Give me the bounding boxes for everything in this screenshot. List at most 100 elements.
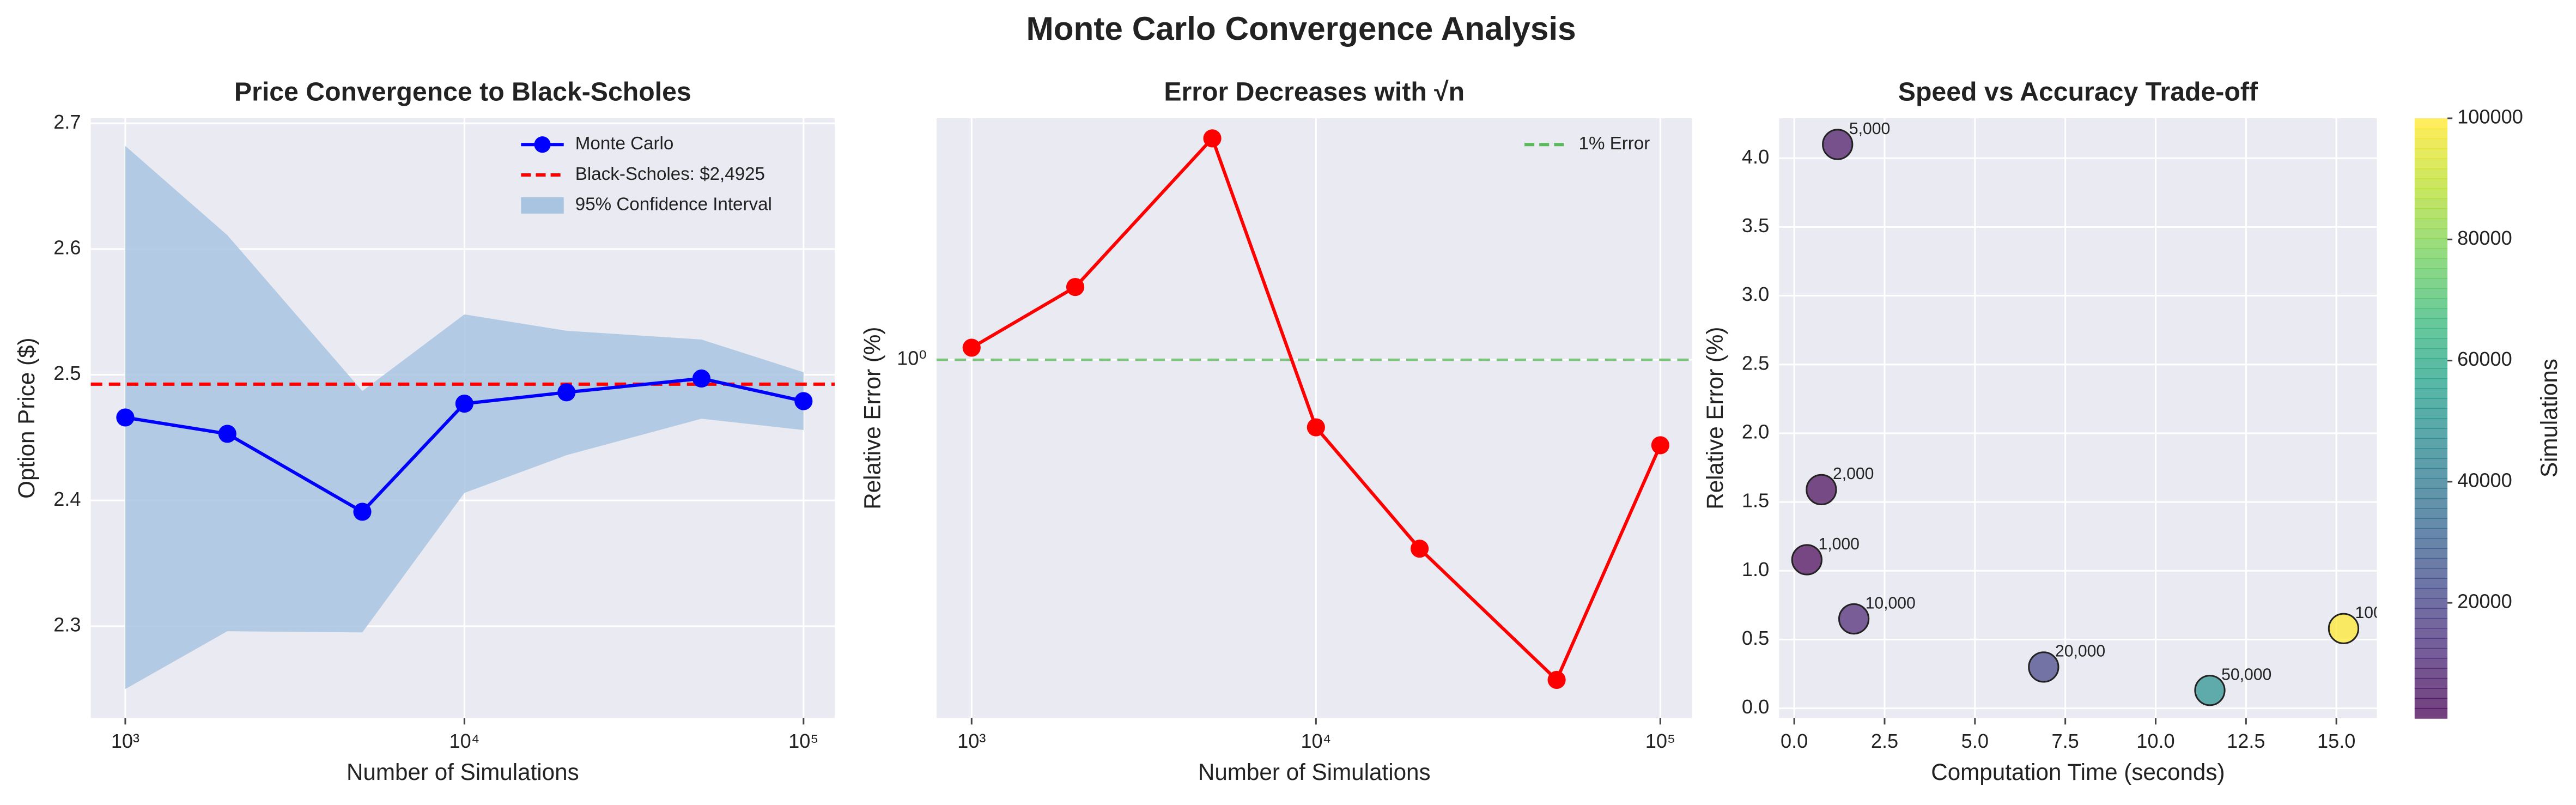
colorbar-step [2414,278,2448,289]
x-tick-label: 12.5 [2227,730,2265,752]
plot: 1,000 2,000 5,000 10,000 20,000 50,000 100,000 [1779,118,2415,718]
point [1307,418,1325,437]
x-tick-label: 0.0 [1781,730,1808,752]
y-tick-label: 1.0 [1742,558,1769,580]
colorbar-step [2414,647,2448,659]
plot [936,118,1692,718]
colorbar-step [2414,528,2448,539]
x-tick-label: 7.5 [2052,730,2079,752]
colorbar-step [2414,248,2448,259]
colorbar-step [2414,348,2448,359]
colorbar-step [2414,488,2448,499]
y-tick-label: 2.5 [53,362,81,384]
legend-label: Monte Carlo [575,134,674,154]
x-tick-label: 10⁴ [1301,730,1331,752]
colorbar-step [2414,178,2448,189]
x-tick-label: 10.0 [2136,730,2174,752]
colorbar-step [2414,328,2448,339]
y-tick-label: 3.5 [1742,214,1769,237]
colorbar-step [2414,438,2448,449]
colorbar-step [2414,118,2448,129]
point [1838,603,1870,635]
y-tick-label: 2.5 [1742,352,1769,374]
colorbar-step [2414,198,2448,209]
colorbar-step [2414,168,2448,179]
colorbar-step [2414,598,2448,609]
colorbar-step [2414,188,2448,199]
colorbar-step [2414,548,2448,559]
x-tick-label: 5.0 [1961,730,1989,752]
colorbar-step [2414,468,2448,479]
colorbar-tick-label: 20000 [2457,590,2512,613]
point [2194,675,2226,706]
y-tick-label: 2.4 [53,488,81,510]
colorbar-step [2414,358,2448,369]
point [692,369,710,388]
colorbar-step [2414,588,2448,599]
colorbar-step [2414,208,2448,219]
colorbar-step [2414,698,2448,709]
x-tick-label: 10³ [957,730,986,752]
point [455,395,473,413]
chart-title: Error Decreases with √n [1164,77,1465,107]
y-tick-label: 4.0 [1742,146,1769,168]
legend-label: Black-Scholes: $2,4925 [575,164,765,184]
colorbar-step [2414,707,2448,719]
legend-swatch [534,136,551,153]
legend-label: 1% Error [1579,134,1650,154]
point [794,392,813,410]
colorbar-step [2414,688,2448,699]
x-tick-label: 15.0 [2317,730,2355,752]
colorbar-step [2414,338,2448,349]
colorbar-step [2414,318,2448,329]
colorbar-step [2414,418,2448,429]
colorbar-step [2414,677,2448,689]
figure-title: Monte Carlo Convergence Analysis [1026,10,1576,47]
colorbar-step [2414,538,2448,549]
point [1651,436,1669,455]
y-axis-label: Relative Error (%) [1702,327,1728,510]
colorbar-step [2414,408,2448,419]
colorbar-step [2414,308,2448,319]
confidence-band [125,146,804,689]
x-axis-label: Number of Simulations [1198,759,1431,785]
point [116,408,135,427]
colorbar-step [2414,508,2448,519]
colorbar-tick-label: 80000 [2457,227,2512,249]
colorbar-step [2414,448,2448,459]
x-tick-label: 10³ [111,730,139,752]
chart-title: Price Convergence to Black-Scholes [234,77,691,107]
point [1791,544,1822,576]
colorbar-step [2414,578,2448,589]
colorbar-step [2414,668,2448,679]
y-tick-label: 10⁰ [897,347,927,370]
colorbar-step [2414,288,2448,299]
x-axis-label: Number of Simulations [347,759,579,785]
x-tick-label: 10⁵ [1645,730,1675,752]
x-axis-label: Computation Time (seconds) [1931,759,2225,785]
point [218,425,236,443]
point-label: 2,000 [1833,465,1874,483]
point [1203,129,1222,148]
colorbar-step [2414,378,2448,389]
point-label: 100,000 [2355,604,2415,622]
colorbar-step [2414,388,2448,399]
colorbar-tick-label: 100000 [2457,106,2523,128]
y-axis-label: Option Price ($) [14,337,39,498]
y-tick-label: 0.0 [1742,695,1769,718]
colorbar-step [2414,398,2448,409]
colorbar-step [2414,268,2448,279]
point-label: 10,000 [1866,594,1916,612]
y-tick-label: 3.0 [1742,283,1769,305]
y-axis-label: Relative Error (%) [860,327,885,510]
colorbar-step [2414,568,2448,579]
colorbar-step [2414,518,2448,529]
point [962,338,981,357]
colorbar-step [2414,298,2448,309]
point-label: 1,000 [1818,535,1859,553]
legend-label: 95% Confidence Interval [575,195,772,215]
colorbar-step [2414,148,2448,159]
legend-swatch [521,197,564,214]
point [557,383,576,402]
colorbar-step [2414,228,2448,239]
